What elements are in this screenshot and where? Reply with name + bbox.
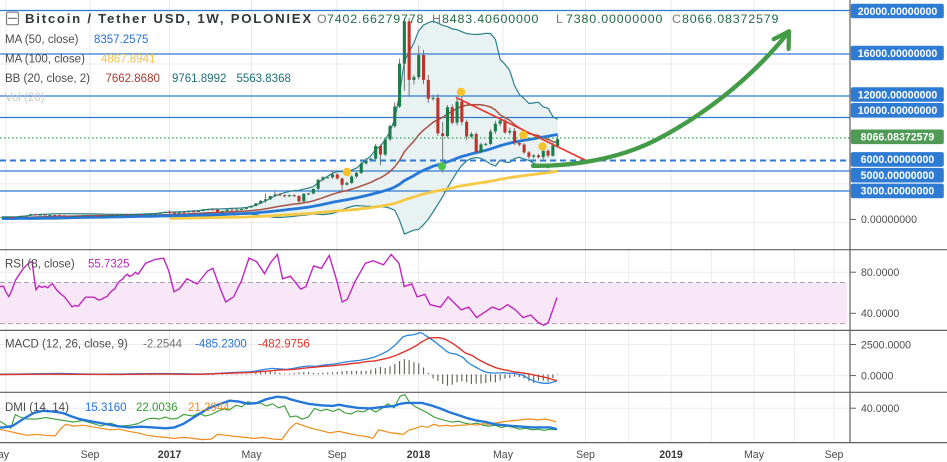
svg-text:8066.08372579: 8066.08372579 xyxy=(861,132,935,144)
svg-text:5000.00000000: 5000.00000000 xyxy=(861,170,935,182)
svg-text:H: H xyxy=(432,12,441,26)
svg-text:40.0000: 40.0000 xyxy=(861,308,899,320)
svg-text:5563.8368: 5563.8368 xyxy=(237,73,291,85)
svg-text:16000.00000000: 16000.00000000 xyxy=(858,48,938,60)
svg-text:0.00000000: 0.00000000 xyxy=(861,214,917,226)
svg-text:Sep: Sep xyxy=(576,449,595,461)
svg-text:RSI (8, close): RSI (8, close) xyxy=(5,259,75,271)
svg-text:-485.2300: -485.2300 xyxy=(195,339,247,351)
svg-text:DMI (14, 14): DMI (14, 14) xyxy=(5,402,69,414)
svg-text:8483.40600000: 8483.40600000 xyxy=(442,12,539,26)
svg-text:6000.00000000: 6000.00000000 xyxy=(861,154,935,166)
svg-text:O: O xyxy=(317,12,327,26)
svg-text:40.0000: 40.0000 xyxy=(861,403,899,415)
svg-text:Sep: Sep xyxy=(81,449,100,461)
svg-text:7380.00000000: 7380.00000000 xyxy=(566,12,663,26)
svg-text:May: May xyxy=(241,449,262,461)
svg-text:-2.2544: -2.2544 xyxy=(143,339,183,351)
svg-text:8357.2575: 8357.2575 xyxy=(94,34,148,46)
svg-text:55.7325: 55.7325 xyxy=(88,259,130,271)
svg-text:BB (20, close, 2): BB (20, close, 2) xyxy=(5,73,90,85)
svg-text:21.2944: 21.2944 xyxy=(188,402,230,414)
svg-text:15.3160: 15.3160 xyxy=(85,402,127,414)
svg-text:22.0036: 22.0036 xyxy=(136,402,178,414)
svg-text:May: May xyxy=(493,449,514,461)
svg-text:12000.00000000: 12000.00000000 xyxy=(858,89,938,101)
svg-text:MACD (12, 26, close, 9): MACD (12, 26, close, 9) xyxy=(5,339,128,351)
svg-text:May: May xyxy=(0,449,10,461)
svg-text:Bitcoin / Tether USD, 1W, POLO: Bitcoin / Tether USD, 1W, POLONIEX xyxy=(25,11,313,26)
svg-text:8066.08372579: 8066.08372579 xyxy=(682,12,779,26)
svg-text:3000.00000000: 3000.00000000 xyxy=(861,186,935,198)
svg-text:2500.0000: 2500.0000 xyxy=(861,339,911,351)
svg-text:Vol (20): Vol (20) xyxy=(5,92,45,104)
svg-text:2019: 2019 xyxy=(659,449,683,461)
svg-text:10000.00000000: 10000.00000000 xyxy=(858,105,938,117)
svg-text:7402.66279778: 7402.66279778 xyxy=(327,12,424,26)
svg-text:80.0000: 80.0000 xyxy=(861,267,899,279)
svg-text:May: May xyxy=(744,449,765,461)
svg-text:Sep: Sep xyxy=(328,449,347,461)
svg-text:20000.00000000: 20000.00000000 xyxy=(858,6,938,18)
svg-text:9761.8992: 9761.8992 xyxy=(172,73,226,85)
svg-text:-482.9756: -482.9756 xyxy=(258,339,310,351)
svg-text:7662.8680: 7662.8680 xyxy=(106,73,160,85)
svg-text:2017: 2017 xyxy=(158,449,182,461)
svg-text:4867.8941: 4867.8941 xyxy=(101,54,155,66)
svg-text:MA (100, close): MA (100, close) xyxy=(5,54,85,66)
svg-text:C: C xyxy=(672,12,681,26)
svg-text:0.0000: 0.0000 xyxy=(861,370,894,382)
svg-text:2018: 2018 xyxy=(407,449,431,461)
svg-text:MA (50, close): MA (50, close) xyxy=(5,34,79,46)
svg-text:L: L xyxy=(556,12,563,26)
svg-text:Sep: Sep xyxy=(825,449,844,461)
